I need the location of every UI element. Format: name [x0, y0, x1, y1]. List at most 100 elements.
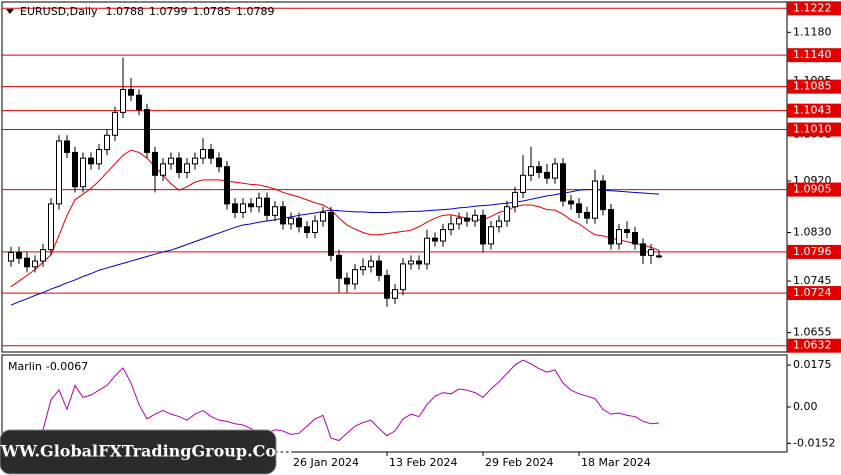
candle-body: [640, 243, 646, 256]
x-tick-label: 13 Feb 2024: [389, 456, 457, 469]
candle-body: [280, 206, 286, 225]
chart-header: EURUSD,Daily 1.0788 1.0799 1.0785 1.0789: [20, 5, 274, 18]
candle-body: [464, 217, 470, 222]
candle-body: [576, 203, 582, 213]
candle-body: [32, 260, 38, 268]
candle-body: [528, 166, 534, 176]
candle-body: [448, 223, 454, 231]
level-label: 1.0632: [793, 339, 832, 352]
level-label-box: [787, 286, 841, 301]
osc-tick-label: 0.00: [793, 400, 818, 413]
candle-body: [544, 171, 550, 179]
candle-body: [240, 203, 246, 213]
oscillator-title: Marlin -0.0067: [8, 360, 88, 373]
level-label: 1.1085: [793, 80, 832, 93]
candle-body: [216, 157, 222, 168]
watermark-box: [0, 429, 277, 475]
candle-body: [536, 166, 542, 173]
candle-body: [104, 134, 110, 151]
candle-body: [208, 149, 214, 159]
candle-body: [336, 254, 342, 279]
candle-body: [40, 249, 46, 262]
oscillator-last: -0.0067: [46, 360, 88, 373]
y-tick-label: 1.0655: [793, 326, 832, 339]
osc-tick-label: -0.0152: [793, 436, 835, 449]
level-label-box: [787, 48, 841, 63]
candle-body: [400, 263, 406, 291]
y-tick-label: 1.1180: [793, 25, 832, 38]
oscillator-name: Marlin: [8, 360, 42, 373]
candle-body: [488, 226, 494, 245]
candle-body: [392, 289, 398, 299]
candle-body: [384, 274, 390, 299]
level-label: 1.1010: [793, 123, 832, 136]
candle-body: [200, 149, 206, 159]
candle-body: [56, 140, 62, 205]
candle-body: [512, 191, 518, 208]
candle-body: [568, 200, 574, 205]
candle-body: [432, 237, 438, 242]
candle-body: [296, 217, 302, 228]
candle-body: [152, 151, 158, 176]
candle-body: [376, 260, 382, 276]
candle-body: [184, 163, 190, 173]
candle-body: [64, 140, 70, 153]
candle-body: [256, 197, 262, 208]
candle-body: [168, 157, 174, 165]
symbol: EURUSD,Daily: [20, 5, 98, 18]
candle-body: [592, 180, 598, 219]
candle-body: [328, 211, 334, 256]
x-tick-label: 29 Feb 2024: [485, 456, 553, 469]
level-label: 1.1140: [793, 48, 832, 61]
level-label-box: [787, 244, 841, 259]
candle-body: [560, 163, 566, 202]
candle-body: [320, 211, 326, 222]
y-tick-label: 1.0745: [793, 274, 832, 287]
candle-body: [624, 229, 630, 233]
ma-line: [10, 149, 660, 288]
candle-body: [120, 89, 126, 113]
header-triangle: [6, 9, 14, 14]
candle-body: [264, 197, 270, 216]
candle-body: [272, 206, 278, 216]
candle-body: [520, 174, 526, 193]
candle-body: [440, 229, 446, 242]
level-label-box: [787, 182, 841, 197]
y-tick-label: 1.0830: [793, 225, 832, 238]
candle-body: [24, 257, 30, 268]
candle-body: [608, 209, 614, 245]
level-label-box: [787, 79, 841, 94]
candle-body: [224, 166, 230, 205]
candle-body: [72, 151, 78, 188]
oscillator-panel: [1, 354, 788, 453]
watermark-text: WWW.GlobalFXTradingGroup.Com: [0, 442, 293, 461]
candle-body: [136, 94, 142, 111]
header-open: 1.0788: [105, 5, 144, 18]
candle-body: [80, 157, 86, 188]
x-tick-label: 26 Jan 2024: [293, 456, 359, 469]
level-label: 1.0724: [793, 286, 832, 299]
candle-body: [496, 220, 502, 228]
candle-body: [368, 260, 374, 268]
level-label: 1.1043: [793, 104, 832, 117]
candle-body: [312, 220, 318, 233]
candle-body: [344, 277, 350, 285]
candle-body: [504, 206, 510, 222]
candle-body: [48, 203, 54, 251]
candle-body: [408, 260, 414, 265]
candle-body: [456, 217, 462, 225]
watermark: WWW.GlobalFXTradingGroup.Com: [0, 429, 293, 475]
candle-body: [656, 255, 662, 258]
candle-body: [288, 217, 294, 225]
candle-body: [160, 163, 166, 176]
candle-body: [192, 157, 198, 165]
level-label-box: [787, 338, 841, 353]
candle-body: [96, 149, 102, 165]
osc-tick-label: 0.0175: [793, 358, 832, 371]
oscillator-line: [42, 359, 660, 442]
candle-body: [416, 260, 422, 265]
candle-body: [584, 211, 590, 219]
